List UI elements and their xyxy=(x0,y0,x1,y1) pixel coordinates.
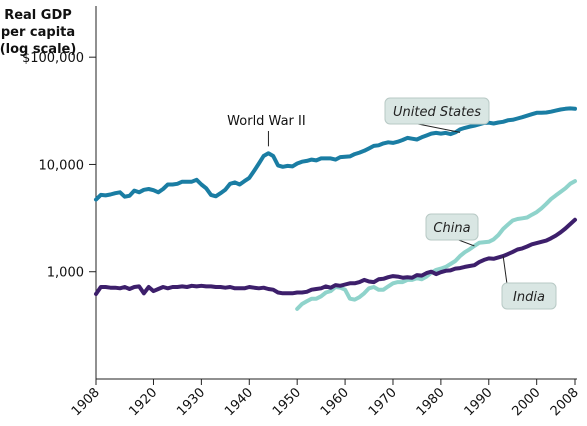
x-tick-label: 1940 xyxy=(222,385,256,419)
y-axis-title-line-3: (log scale) xyxy=(0,42,76,57)
x-tick-label: 1990 xyxy=(462,385,496,419)
callout-box xyxy=(425,213,479,241)
x-tick-label: 2000 xyxy=(510,385,544,419)
y-tick-label: $100,000 xyxy=(22,51,84,66)
x-tick-label: 1980 xyxy=(414,385,448,419)
y-axis-title-line-2: per capita xyxy=(1,25,75,40)
series-lines xyxy=(94,106,577,311)
callout-leader-line xyxy=(502,255,508,285)
callout-box xyxy=(501,282,557,310)
annotations: World War II United States China India xyxy=(227,97,557,310)
y-tick-label: 1,000 xyxy=(47,266,84,281)
series-line-india xyxy=(94,217,577,296)
x-tick-label: 1960 xyxy=(318,385,352,419)
callout-label: China xyxy=(433,221,470,236)
x-tick-label: 2008 xyxy=(548,385,582,419)
x-tick-label: 1950 xyxy=(270,385,304,419)
callout-label: United States xyxy=(393,105,481,120)
y-tick-label: 10,000 xyxy=(39,158,85,173)
axes xyxy=(95,6,577,380)
series-line-china xyxy=(295,179,577,311)
callout-leader-line xyxy=(412,122,461,133)
y-ticks: $100,000 10,000 1,000 xyxy=(22,51,96,281)
x-tick-label: 1920 xyxy=(126,385,160,419)
callout-label: India xyxy=(513,290,545,305)
series-line-united-states xyxy=(94,106,577,202)
x-tick-label: 1930 xyxy=(174,385,208,419)
x-tick-label: 1970 xyxy=(366,385,400,419)
callout-box xyxy=(384,97,490,125)
x-ticks: 1908 1920 1930 1940 1950 1960 1970 1980 1990 2000… xyxy=(69,379,582,419)
y-axis-title-line-1: Real GDP xyxy=(4,8,72,23)
x-tick-label: 1908 xyxy=(69,385,103,419)
world-war-label: World War II xyxy=(227,114,306,129)
y-axis-title: Real GDP per capita (log scale) xyxy=(0,8,76,57)
